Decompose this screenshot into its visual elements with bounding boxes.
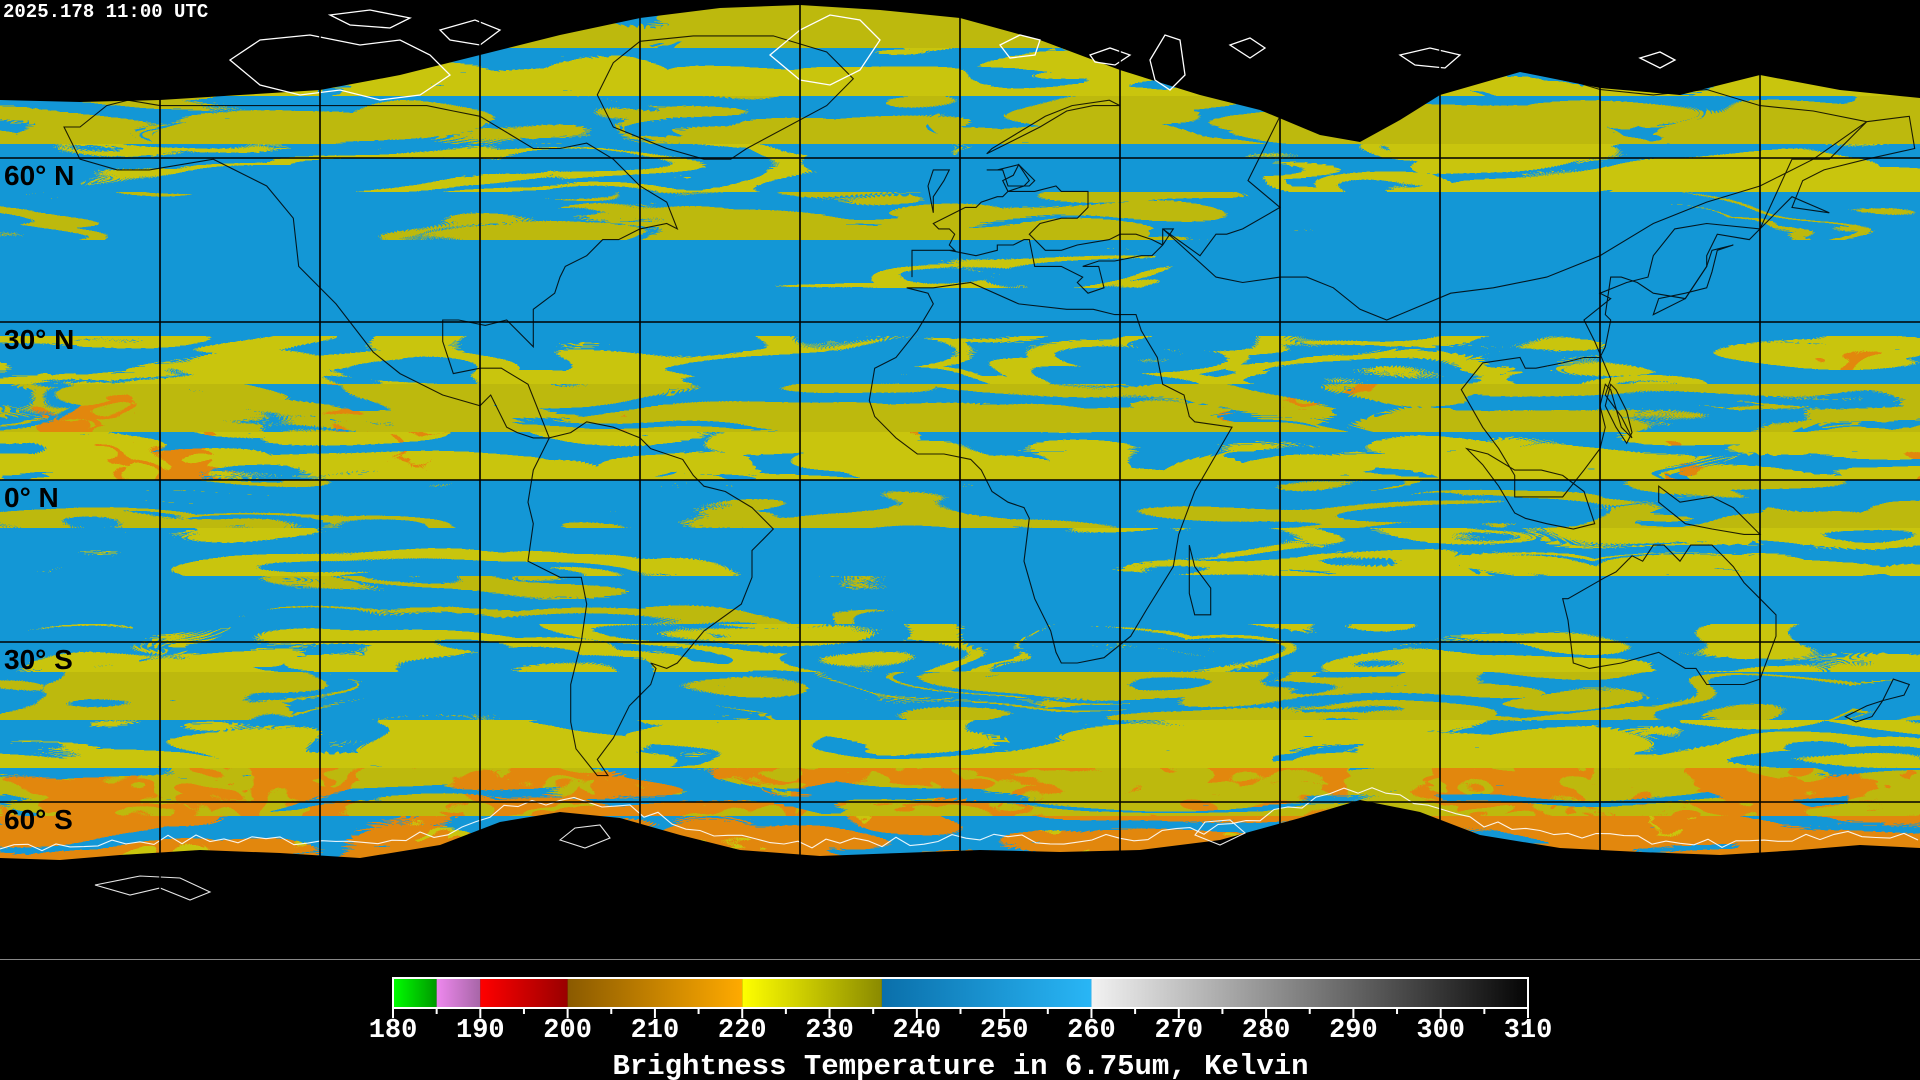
svg-text:60° S: 60° S — [4, 804, 73, 835]
svg-text:190: 190 — [456, 1016, 505, 1046]
svg-text:2025.178 11:00 UTC: 2025.178 11:00 UTC — [3, 1, 208, 23]
svg-text:0° N: 0° N — [4, 482, 59, 513]
svg-text:310: 310 — [1504, 1016, 1553, 1046]
svg-text:240: 240 — [893, 1016, 942, 1046]
svg-text:Brightness Temperature in 6.75: Brightness Temperature in 6.75um, Kelvin — [612, 1050, 1308, 1080]
svg-text:280: 280 — [1242, 1016, 1291, 1046]
svg-text:300: 300 — [1416, 1016, 1465, 1046]
svg-text:250: 250 — [980, 1016, 1029, 1046]
svg-text:220: 220 — [718, 1016, 767, 1046]
svg-text:210: 210 — [631, 1016, 680, 1046]
svg-text:260: 260 — [1067, 1016, 1116, 1046]
svg-text:270: 270 — [1154, 1016, 1203, 1046]
svg-text:290: 290 — [1329, 1016, 1378, 1046]
svg-text:30° N: 30° N — [4, 324, 74, 355]
svg-text:230: 230 — [805, 1016, 854, 1046]
svg-text:60° N: 60° N — [4, 160, 74, 191]
svg-text:30° S: 30° S — [4, 644, 73, 675]
svg-text:180: 180 — [369, 1016, 418, 1046]
svg-text:200: 200 — [543, 1016, 592, 1046]
